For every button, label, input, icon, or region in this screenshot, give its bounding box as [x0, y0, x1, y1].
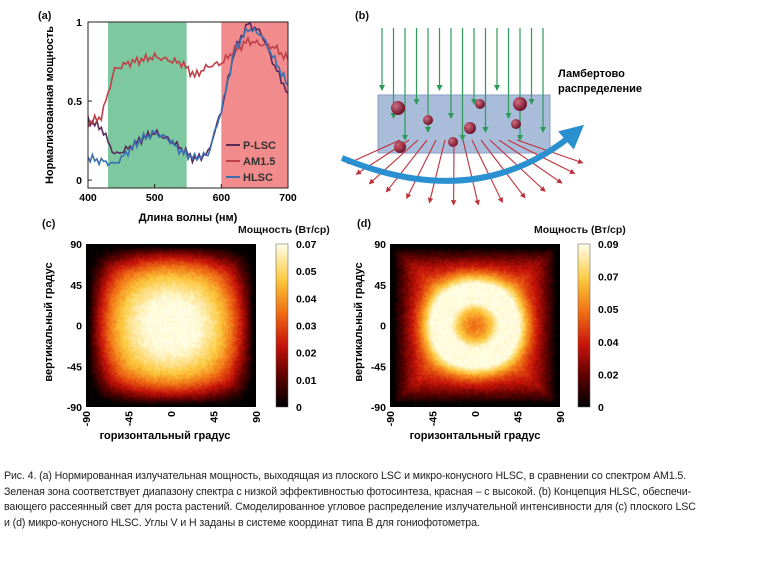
scattered-arrow	[471, 139, 503, 204]
y-tick-label: -90	[371, 402, 386, 414]
y-tick-label: 45	[374, 280, 386, 292]
particle	[448, 137, 458, 147]
heatmap-image	[390, 244, 560, 407]
low-efficiency-region	[108, 22, 187, 188]
x-tick-label: 90	[251, 411, 263, 423]
x-tick-label: 45	[513, 411, 525, 423]
lambertian-arc	[340, 124, 585, 184]
x-tick-label: -45	[124, 411, 136, 426]
x-tick-label: 0	[470, 411, 482, 417]
y-tick-label: -45	[67, 361, 82, 373]
scattered-arrow	[462, 139, 480, 206]
colorbar-tick-label: 0	[598, 402, 604, 414]
incoming-light-arrows	[379, 28, 546, 141]
x-tick-label: 700	[279, 192, 297, 204]
x-axis-label: горизонтальный градус	[100, 430, 231, 442]
y-axis-label: Нормализованная мощность	[44, 26, 56, 184]
colorbar-tick-label: 0.04	[598, 337, 619, 349]
x-tick-label: -45	[428, 411, 440, 426]
hlsc-concept-diagram: Ламбертово распределение	[340, 28, 642, 206]
colorbar-tick-label: 0.02	[296, 348, 317, 360]
y-tick-label: 0	[76, 321, 82, 333]
panel-label-d: (d)	[357, 218, 372, 230]
y-axis-label: вертикальный градус	[43, 262, 55, 381]
lambertian-label-line2: распределение	[558, 83, 642, 95]
y-tick-label: 45	[70, 280, 82, 292]
colorbar-tick-label: 0.04	[296, 293, 317, 305]
colorbar-gradient	[276, 244, 288, 407]
x-tick-label: 400	[79, 192, 97, 204]
y-tick-label: 90	[374, 239, 386, 251]
caption-line: Рис. 4. (a) Нормированная излучательная …	[4, 470, 687, 482]
x-tick-label: 45	[209, 411, 221, 423]
scattered-arrow	[427, 139, 446, 204]
particle	[423, 115, 433, 125]
legend-label: P-LSC	[243, 140, 276, 152]
caption-line: и (d) микро-конусного HLSC. Углы V и H з…	[4, 516, 480, 529]
particle	[513, 97, 527, 111]
particle	[464, 122, 476, 134]
scattered-arrow	[406, 139, 437, 200]
colorbar-tick-label: 0.09	[598, 239, 619, 251]
panel-label-c: (c)	[42, 218, 56, 230]
y-axis-label: вертикальный градус	[353, 262, 365, 381]
particle	[475, 99, 485, 109]
y-tick-label: 90	[70, 239, 82, 251]
y-tick-label: 0	[76, 175, 82, 187]
series-hlsc-line	[87, 26, 289, 167]
scattered-arrow	[385, 139, 428, 193]
heatmap-flat-lsc: вертикальный градус 90 45 0 -45 -90 -90 -45 0 4…	[43, 239, 317, 442]
scattered-arrow	[368, 139, 419, 185]
x-tick-label: 90	[555, 411, 567, 423]
x-tick-label: 600	[213, 192, 231, 204]
caption-line: вающего рассеянный свет для роста растен…	[4, 501, 696, 513]
y-tick-label: -45	[371, 361, 386, 373]
x-axis-label: Длина волны (нм)	[139, 212, 238, 224]
panel-label-b: (b)	[355, 10, 370, 22]
colorbar-title-c: Мощность (Вт/ср)	[238, 224, 330, 236]
colorbar-tick-label: 0.07	[296, 239, 317, 251]
spectrum-chart: 400 500 600 700 0 0.5 1 P-LSC AM1.5 HLSC Нормали…	[44, 17, 297, 224]
x-tick-label: -90	[385, 411, 397, 426]
panel-label-a: (a)	[38, 10, 52, 22]
colorbar-title-d: Мощность (Вт/ср)	[534, 224, 626, 236]
plot-frame	[87, 21, 289, 189]
scattering-particles	[391, 97, 527, 153]
y-tick-label: -90	[67, 402, 82, 414]
scattered-arrow	[480, 139, 526, 199]
x-tick-label: -90	[81, 411, 93, 426]
colorbar-tick-label: 0	[296, 402, 302, 414]
heatmap-image	[86, 244, 256, 407]
colorbar-tick-label: 0.05	[296, 266, 317, 278]
x-axis-label: горизонтальный градус	[410, 430, 541, 442]
series-am15-line	[87, 35, 289, 128]
particle	[511, 119, 521, 129]
colorbar-gradient	[578, 244, 590, 407]
x-tick-label: 0	[166, 411, 178, 417]
y-tick-label: 0.5	[67, 96, 82, 108]
colorbar-tick-label: 0.05	[598, 304, 619, 316]
colorbar-tick-label: 0.07	[598, 272, 619, 284]
colorbar	[577, 243, 591, 408]
caption-line: Зеленая зона соответствует диапазону спе…	[4, 485, 692, 498]
colorbar-tick-label: 0.02	[598, 369, 619, 381]
heatmap-micro-cone-hlsc: вертикальный градус 90 45 0 -45 -90 -90 -45 0 4…	[353, 239, 619, 442]
legend-label: HLSC	[243, 172, 273, 184]
scattered-arrow	[346, 139, 401, 165]
particle	[391, 101, 405, 115]
y-tick-label: 1	[76, 17, 82, 29]
figure-caption: Рис. 4. (a) Нормированная излучательная …	[4, 469, 769, 531]
x-tick-label: 500	[146, 192, 164, 204]
colorbar	[275, 243, 289, 408]
y-tick-label: 0	[380, 321, 386, 333]
colorbar-tick-label: 0.01	[296, 375, 317, 387]
colorbar-tick-label: 0.03	[296, 321, 317, 333]
lambertian-label-line1: Ламбертово	[558, 68, 625, 80]
legend-label: AM1.5	[243, 156, 275, 168]
